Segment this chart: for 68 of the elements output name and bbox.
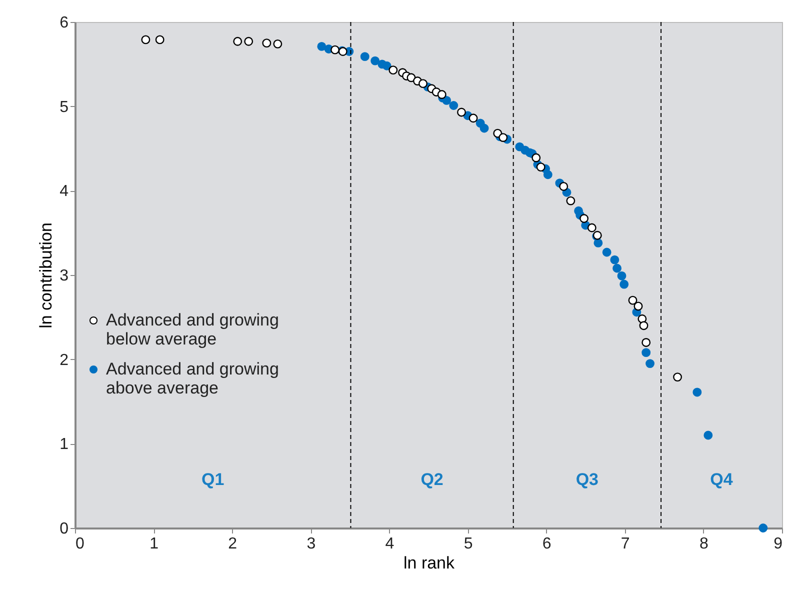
y-tick-label: 0 (60, 520, 69, 538)
y-tick-label: 6 (60, 14, 69, 32)
point (566, 196, 576, 206)
point (262, 38, 272, 48)
point (532, 153, 541, 162)
annotation: Q2 (420, 470, 444, 489)
point (612, 264, 622, 273)
point (610, 255, 620, 264)
x-tick-label: 0 (76, 536, 84, 552)
point (642, 338, 651, 347)
annotation: Q1 (202, 470, 224, 489)
x-tick-label: 5 (464, 536, 473, 552)
point (442, 96, 452, 105)
point (449, 101, 458, 110)
x-tick-label: 2 (228, 536, 238, 552)
point (480, 124, 489, 133)
x-tick-label: 4 (385, 536, 394, 552)
point (273, 39, 282, 48)
point (155, 35, 164, 44)
point (642, 348, 651, 358)
point (317, 42, 326, 51)
point (330, 45, 340, 54)
x-tick-label: 6 (542, 536, 552, 552)
point (758, 524, 768, 532)
x-tick-label: 8 (699, 536, 708, 552)
legend-label: Advanced and growing above average (106, 360, 279, 398)
y-tick-label: 2 (60, 352, 69, 369)
point (457, 108, 466, 117)
point (382, 61, 392, 70)
point (692, 388, 702, 397)
y-tick-label: 4 (60, 183, 69, 200)
point (437, 90, 446, 99)
point (617, 271, 626, 280)
x-tick-label: 3 (306, 536, 316, 552)
x-axis-title: ln rank (403, 554, 456, 572)
point (559, 182, 568, 191)
point (498, 133, 508, 142)
legend-label: Advanced and growing below average (106, 310, 279, 348)
point (639, 321, 648, 330)
x-tick-label: 7 (620, 536, 630, 552)
point (704, 430, 713, 440)
x-tick-label: 9 (774, 536, 783, 552)
y-tick-label: 1 (60, 436, 69, 454)
y-tick-label: 5 (60, 98, 69, 116)
point (388, 66, 398, 75)
point (244, 36, 254, 46)
point (233, 36, 242, 46)
point (628, 296, 638, 305)
point (587, 223, 596, 232)
point (602, 248, 612, 257)
x-tick-label: 1 (150, 536, 159, 552)
point (468, 114, 478, 123)
y-axis-title: ln contribution (36, 222, 56, 328)
annotation: Q4 (710, 470, 734, 489)
point (673, 372, 682, 382)
point (536, 162, 546, 172)
point (580, 214, 589, 223)
point (141, 35, 150, 44)
point (543, 170, 552, 180)
point (646, 359, 654, 368)
point (634, 302, 643, 311)
point (418, 79, 428, 88)
annotation: Q3 (576, 470, 599, 489)
point (594, 238, 603, 248)
point (620, 280, 629, 289)
point (370, 56, 380, 66)
point (360, 52, 370, 62)
y-tick-label: 3 (60, 268, 69, 284)
